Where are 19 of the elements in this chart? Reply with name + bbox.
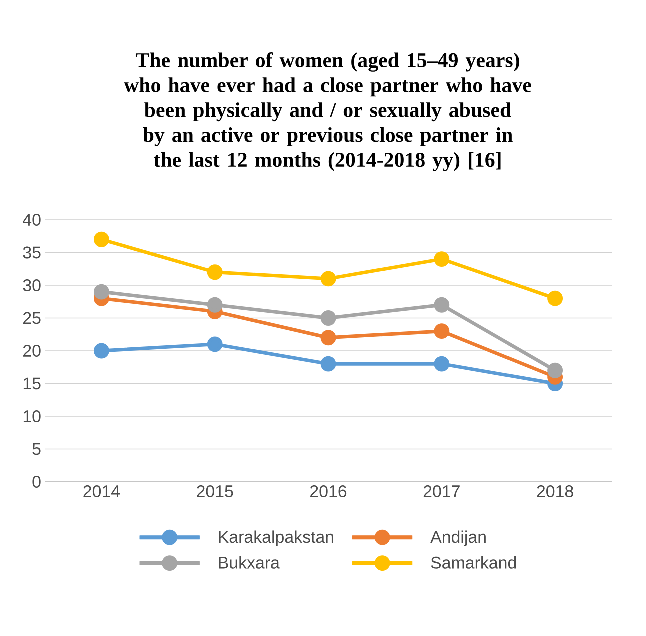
y-tick-label: 35 [23, 246, 41, 259]
y-tick-label: 0 [32, 476, 41, 488]
y-tick-label: 15 [24, 378, 41, 390]
legend-label: Karakalpakstan [219, 530, 334, 546]
y-tick-label: 20 [24, 344, 41, 357]
x-tick-label: 2014 [84, 486, 120, 498]
x-tick-label: 2017 [424, 486, 460, 498]
y-tick-label: 10 [24, 410, 41, 422]
x-tick-label: 2015 [197, 486, 234, 498]
legend-label: Bukxara [219, 556, 280, 569]
y-tick-label: 30 [23, 279, 41, 292]
y-tick-label: 5 [32, 443, 41, 456]
legend-label: Andijan [430, 530, 486, 546]
legend-label: Samarkand [431, 556, 516, 569]
chart-title: The number of women (aged 15–49 years) who have ever had a close partner who have been physically and / or sexually abused by an active or previous close partner in the last 12 months (2014-2018 yy) [16] [124, 52, 532, 172]
y-tick-label: 40 [23, 214, 41, 226]
x-tick-label: 2018 [537, 486, 574, 498]
y-tick-label: 25 [24, 312, 41, 324]
x-tick-label: 2016 [310, 486, 347, 498]
